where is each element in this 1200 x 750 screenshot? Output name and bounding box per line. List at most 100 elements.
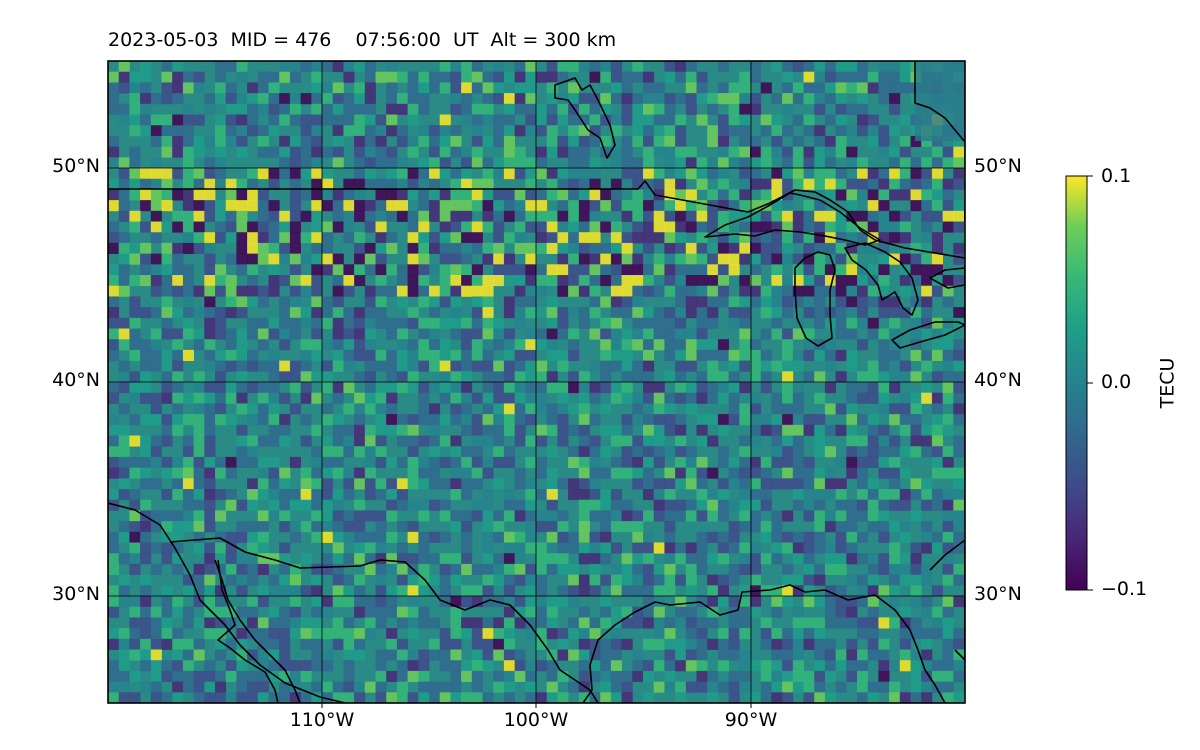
tec-cell xyxy=(396,692,408,703)
tec-cell xyxy=(610,628,622,640)
tec-cell xyxy=(375,414,387,426)
tec-cell xyxy=(461,521,473,533)
tec-cell xyxy=(760,349,772,361)
tec-cell xyxy=(140,542,152,554)
tec-cell xyxy=(343,510,355,522)
tec-cell xyxy=(643,210,655,222)
tec-cell xyxy=(514,574,526,586)
tec-cell xyxy=(461,585,473,597)
tec-cell xyxy=(461,371,473,383)
tec-cell xyxy=(289,617,301,629)
tec-cell xyxy=(643,135,655,147)
tec-cell xyxy=(343,660,355,672)
tec-cell xyxy=(889,542,901,554)
tec-cell xyxy=(664,103,676,115)
tec-cell xyxy=(899,275,911,287)
tec-cell xyxy=(621,510,633,522)
tec-cell xyxy=(696,71,708,83)
tec-cell xyxy=(590,703,601,714)
tec-cell xyxy=(140,649,152,661)
tec-cell xyxy=(771,585,783,597)
tec-cell xyxy=(814,521,826,533)
tec-cell xyxy=(215,585,227,597)
tec-cell xyxy=(771,125,783,137)
tec-cell xyxy=(129,371,141,383)
tec-cell xyxy=(675,360,687,372)
tec-cell xyxy=(557,424,569,436)
tec-cell xyxy=(450,168,462,180)
tec-cell xyxy=(161,456,173,468)
tec-cell xyxy=(418,542,430,554)
tec-cell xyxy=(322,414,334,426)
tec-cell xyxy=(685,103,697,115)
tec-cell xyxy=(322,168,334,180)
tec-cell xyxy=(771,178,783,190)
tec-cell xyxy=(739,670,751,682)
tec-cell xyxy=(118,553,130,565)
tec-cell xyxy=(429,125,441,137)
tec-cell xyxy=(354,596,366,608)
tec-cell xyxy=(578,317,590,329)
tec-cell xyxy=(172,414,184,426)
tec-cell xyxy=(450,82,462,94)
tec-cell xyxy=(322,146,334,158)
tec-cell xyxy=(311,200,323,212)
tec-cell xyxy=(867,317,879,329)
tec-cell xyxy=(771,660,783,672)
tec-cell xyxy=(268,114,280,126)
tec-cell xyxy=(750,349,762,361)
tec-cell xyxy=(439,157,451,169)
tec-cell xyxy=(771,649,783,661)
tec-cell xyxy=(482,339,494,351)
tec-cell xyxy=(739,135,751,147)
tec-cell xyxy=(525,242,537,254)
tec-cell xyxy=(482,692,494,703)
tec-cell xyxy=(536,467,548,479)
tec-cell xyxy=(846,703,857,714)
tec-cell xyxy=(289,221,301,233)
tec-cell xyxy=(471,499,483,511)
tec-cell xyxy=(172,489,184,501)
tec-cell xyxy=(803,157,815,169)
tec-cell xyxy=(717,649,729,661)
tec-cell xyxy=(161,61,173,73)
tec-cell xyxy=(685,360,697,372)
tec-cell xyxy=(407,264,419,276)
tec-cell xyxy=(557,403,569,415)
tec-cell xyxy=(750,71,762,83)
tec-cell xyxy=(525,660,537,672)
tec-cell xyxy=(675,275,687,287)
tec-cell xyxy=(386,264,398,276)
tec-cell xyxy=(931,435,943,447)
tec-cell xyxy=(846,296,858,308)
tec-cell xyxy=(760,360,772,372)
tec-cell xyxy=(803,424,815,436)
tec-cell xyxy=(450,574,462,586)
tec-cell xyxy=(332,157,344,169)
tec-cell xyxy=(182,189,194,201)
tec-cell xyxy=(878,82,890,94)
tec-cell xyxy=(653,424,665,436)
tec-cell xyxy=(632,71,644,83)
tec-cell xyxy=(471,692,483,703)
tec-cell xyxy=(771,521,783,533)
tec-cell xyxy=(429,574,441,586)
tec-cell xyxy=(268,489,280,501)
tec-cell xyxy=(108,200,120,212)
tec-cell xyxy=(182,585,194,597)
tec-cell xyxy=(204,349,216,361)
tec-cell xyxy=(664,264,676,276)
tec-cell xyxy=(664,585,676,597)
tec-cell xyxy=(108,157,120,169)
tec-cell xyxy=(129,189,141,201)
tec-cell xyxy=(696,681,708,693)
tec-cell xyxy=(514,649,526,661)
tec-cell xyxy=(610,200,622,212)
tec-cell xyxy=(407,168,419,180)
tec-cell xyxy=(225,285,237,297)
tec-cell xyxy=(899,210,911,222)
tec-cell xyxy=(953,200,965,212)
tec-cell xyxy=(675,114,687,126)
tec-cell xyxy=(792,499,804,511)
tec-cell xyxy=(396,296,408,308)
